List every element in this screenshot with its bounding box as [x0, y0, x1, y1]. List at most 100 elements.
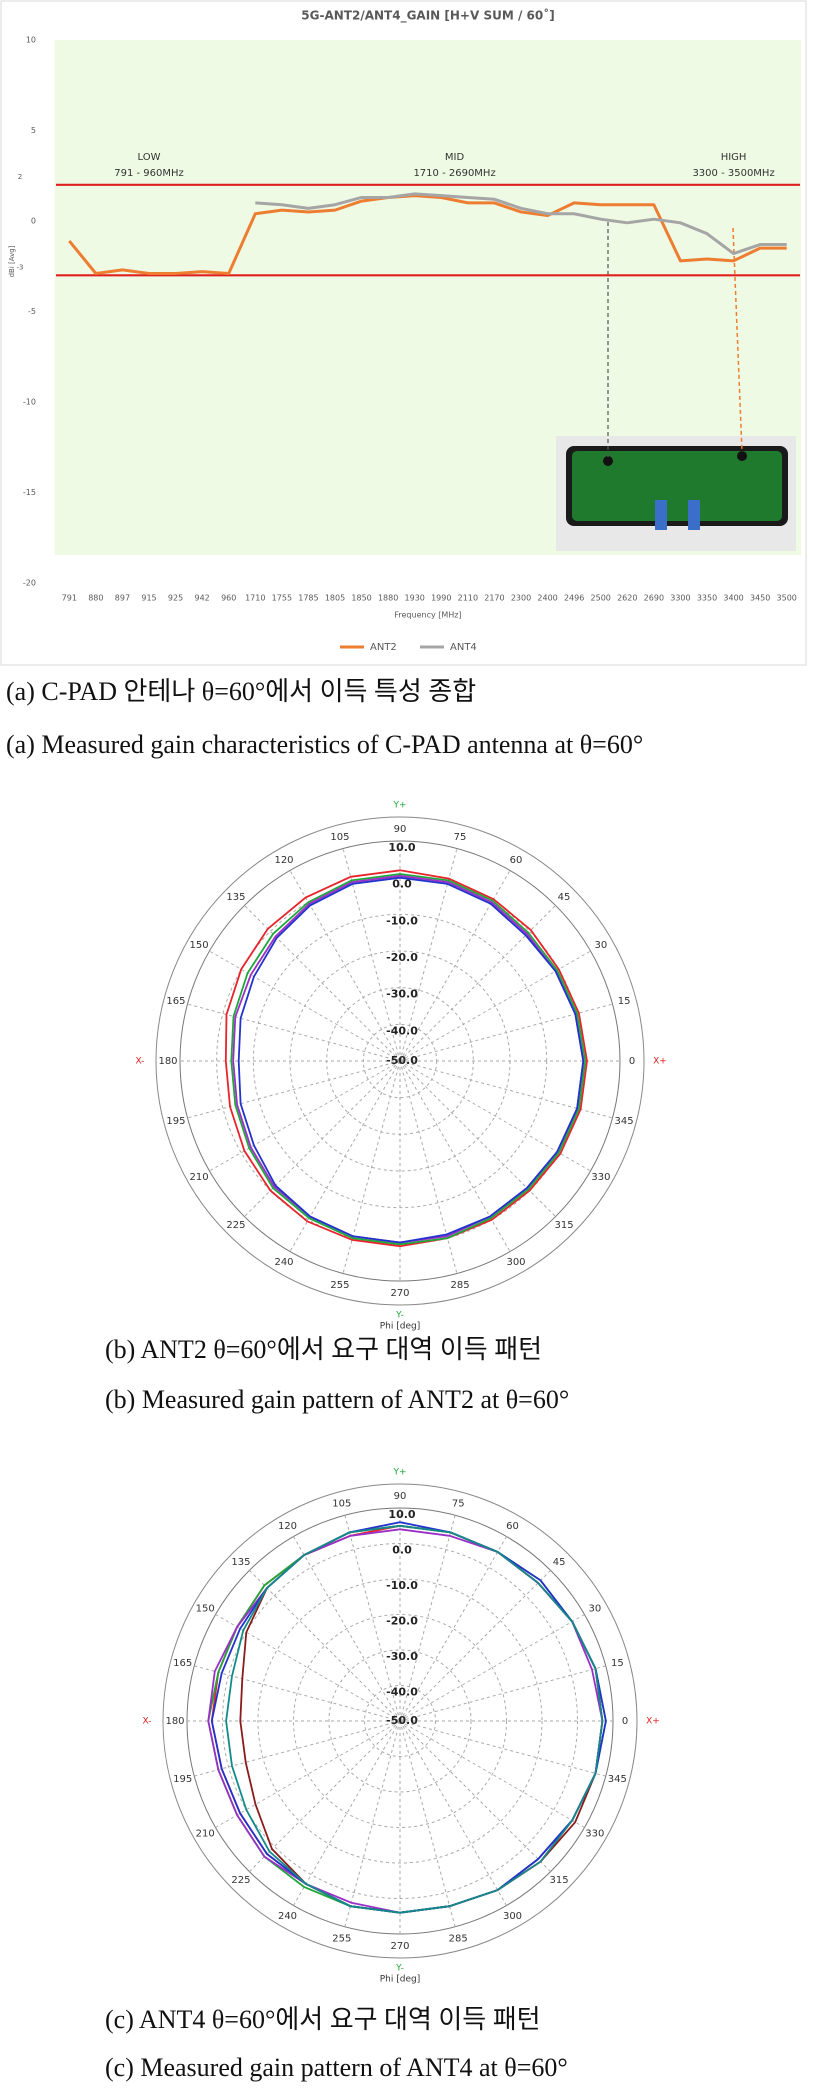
caption: (c) Measured gain pattern of ANT4 at θ=6… [105, 2053, 568, 2082]
angle-label: 345 [615, 1116, 634, 1127]
r-tick-label: 10.0 [388, 841, 415, 854]
x-tick-label: 2500 [591, 594, 611, 603]
angle-label: 15 [618, 996, 631, 1007]
grid-spoke [399, 1060, 591, 1172]
pattern-trace [230, 873, 587, 1246]
x-tick-label: 3500 [777, 594, 797, 603]
outer-ring [162, 1483, 638, 1959]
angle-label: 135 [231, 1557, 250, 1568]
x-tick-label: 2620 [617, 594, 637, 603]
pattern-trace [239, 1524, 604, 1914]
grid-spoke [399, 870, 511, 1062]
x-tick-label: 1930 [405, 594, 425, 603]
y-tick-label: 10 [26, 36, 36, 45]
grid-spoke [209, 950, 401, 1062]
grid-spoke [399, 1003, 613, 1062]
x-axis-label: Frequency [MHz] [394, 611, 461, 620]
angle-label: 255 [330, 1280, 349, 1291]
x-tick-label: 1785 [298, 594, 318, 603]
x-tick-label: 942 [195, 594, 210, 603]
axis-name: Y+ [392, 801, 406, 811]
photo-hole [603, 456, 613, 466]
x-tick-label: 915 [141, 594, 156, 603]
pattern-trace [224, 869, 588, 1248]
angle-label: 75 [454, 832, 467, 843]
r-tick-label: -40.0 [386, 1024, 418, 1037]
x-tick-label: 1755 [272, 594, 292, 603]
x-tick-label: 1990 [431, 594, 451, 603]
band-range: 1710 - 2690MHz [413, 168, 495, 179]
angle-label: 90 [394, 824, 407, 835]
angle-label: 240 [278, 1911, 297, 1922]
angle-label: 150 [196, 1604, 215, 1615]
x-tick-label: 1805 [325, 594, 345, 603]
r-tick-label: -40.0 [386, 1686, 418, 1699]
axis-name: X- [136, 1057, 145, 1067]
angle-label: 330 [591, 1172, 610, 1183]
axis-name: X+ [646, 1717, 660, 1727]
x-tick-label: 880 [88, 594, 103, 603]
photo-connector [655, 500, 667, 530]
grid-circle [222, 1543, 578, 1899]
angle-label: 15 [611, 1658, 624, 1669]
angle-label: 270 [390, 1288, 409, 1299]
caption: (b) ANT2 θ=60°에서 요구 대역 이득 패턴 [105, 1335, 542, 1364]
grid-spoke [399, 1060, 613, 1119]
x-tick-label: 3300 [670, 594, 690, 603]
axis-name: Y- [395, 1311, 404, 1321]
x-tick-label: 925 [168, 594, 183, 603]
x-tick-label: 2110 [458, 594, 478, 603]
photo-hole [737, 451, 747, 461]
reference-label: -3 [17, 263, 24, 271]
grid-spoke [399, 1060, 556, 1217]
grid-spoke [289, 1060, 401, 1252]
legend-label: ANT4 [450, 642, 477, 653]
angle-label: 225 [226, 1220, 245, 1231]
x-tick-label: 1710 [245, 594, 265, 603]
axis-name: Y- [395, 1964, 404, 1974]
photo-pcb [572, 451, 782, 521]
axis-name: Y+ [392, 1468, 406, 1478]
grid-spoke [399, 950, 591, 1062]
x-tick-label: 3350 [697, 594, 717, 603]
angle-label: 315 [550, 1875, 569, 1886]
angle-label: 210 [190, 1172, 209, 1183]
angle-label: 120 [278, 1521, 297, 1532]
angle-label: 315 [555, 1220, 574, 1231]
angle-label: 75 [452, 1499, 465, 1510]
angle-label: 90 [394, 1491, 407, 1502]
r-tick-label: 0.0 [392, 878, 412, 891]
band-range: 3300 - 3500MHz [692, 168, 774, 179]
grid-circle [179, 840, 621, 1282]
r-tick-label: 10.0 [388, 1508, 415, 1521]
angle-label: 0 [622, 1716, 628, 1727]
angle-label: 105 [332, 1499, 351, 1510]
y-tick-label: -20 [23, 579, 36, 588]
angle-label: 300 [506, 1257, 525, 1268]
band-name: LOW [138, 152, 161, 163]
x-tick-label: 897 [115, 594, 130, 603]
r-tick-label: -50.0 [386, 1054, 418, 1067]
angle-label: 135 [226, 892, 245, 903]
grid-spoke [399, 905, 556, 1062]
r-tick-label: 0.0 [392, 1544, 412, 1557]
r-tick-label: -10.0 [386, 1579, 418, 1592]
angle-label: 30 [595, 940, 608, 951]
theta-label: Phi [deg] [380, 1322, 420, 1332]
x-tick-label: 2690 [644, 594, 664, 603]
grid-spoke [342, 1060, 401, 1274]
grid-spoke [399, 848, 458, 1062]
grid-spoke [399, 1060, 511, 1252]
x-tick-label: 2496 [564, 594, 584, 603]
angle-label: 195 [173, 1774, 192, 1785]
angle-label: 0 [629, 1056, 635, 1067]
x-tick-label: 1850 [351, 594, 371, 603]
grid-spoke [209, 1060, 401, 1172]
outer-ring [155, 816, 645, 1306]
y-tick-label: -15 [23, 488, 36, 497]
r-tick-label: -50.0 [386, 1714, 418, 1727]
angle-label: 285 [450, 1280, 469, 1291]
angle-label: 210 [196, 1829, 215, 1840]
angle-label: 240 [274, 1257, 293, 1268]
